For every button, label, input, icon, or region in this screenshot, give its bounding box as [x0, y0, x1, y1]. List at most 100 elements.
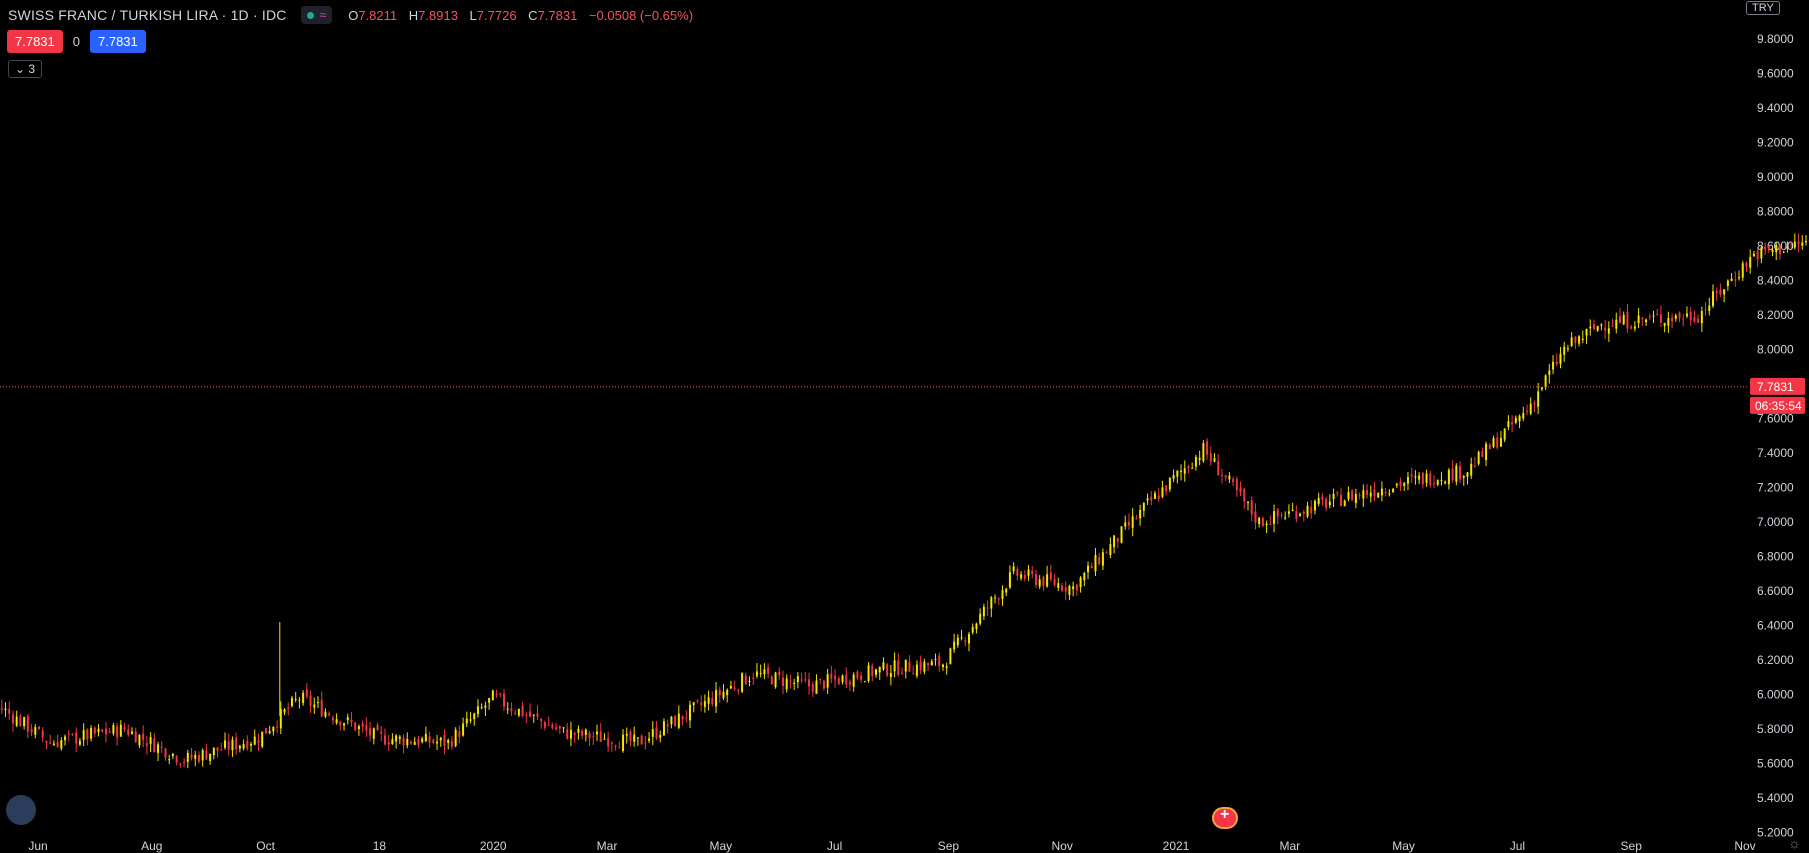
- candle-body: [1317, 498, 1320, 504]
- candle-body: [168, 759, 171, 761]
- candle-body: [1284, 517, 1287, 519]
- candle-body: [614, 745, 617, 747]
- candle-body: [242, 743, 245, 749]
- candle-body: [1406, 476, 1409, 484]
- candle-body: [555, 727, 558, 730]
- candle-body: [1388, 493, 1391, 495]
- candle-body: [562, 727, 565, 729]
- candle-body: [1261, 518, 1264, 527]
- currency-label[interactable]: TRY: [1746, 1, 1780, 15]
- candle-body: [1496, 437, 1499, 448]
- candle-body: [990, 597, 993, 609]
- candle-body: [677, 713, 680, 728]
- candle-body: [1213, 458, 1216, 462]
- candle-body: [1142, 503, 1145, 511]
- candle-body: [436, 741, 439, 744]
- candle-body: [469, 719, 472, 721]
- candle-body: [402, 737, 405, 746]
- candle-body: [1600, 324, 1603, 326]
- candle-body: [432, 739, 435, 743]
- candle-body: [205, 750, 208, 760]
- candle-body: [413, 741, 416, 745]
- candle-body: [1544, 375, 1547, 388]
- candle-body: [1023, 574, 1026, 579]
- buy-button[interactable]: 7.7831: [90, 30, 146, 53]
- candle-body: [1373, 489, 1376, 497]
- candle-body: [134, 731, 137, 743]
- candle-body: [517, 708, 520, 716]
- candle-body: [919, 661, 922, 671]
- spread-value: 0: [72, 34, 80, 49]
- candle-body: [1131, 516, 1134, 528]
- symbol-title[interactable]: SWISS FRANC / TURKISH LIRA · 1D · IDC: [8, 7, 287, 23]
- candle-body: [1637, 315, 1640, 324]
- sell-button[interactable]: 7.7831: [7, 30, 63, 53]
- candle-body: [878, 666, 881, 673]
- candle-body: [863, 681, 866, 683]
- candle-body: [238, 745, 241, 749]
- candle-body: [629, 731, 632, 742]
- candle-body: [822, 680, 825, 689]
- y-tick-label: 6.6000: [1757, 584, 1794, 598]
- candle-body: [15, 716, 18, 726]
- candle-body: [964, 640, 967, 642]
- candle-body: [1206, 441, 1209, 455]
- candle-body: [927, 663, 930, 666]
- y-tick-label: 5.4000: [1757, 791, 1794, 805]
- candle-body: [1801, 242, 1804, 246]
- candle-body: [1440, 479, 1443, 481]
- candle-body: [82, 730, 85, 740]
- settings-gear-icon[interactable]: ☼: [1788, 835, 1801, 851]
- candle-body: [845, 674, 848, 685]
- candle-body: [1064, 587, 1067, 592]
- candle-body: [1700, 311, 1703, 324]
- candle-body: [171, 753, 174, 757]
- candle-body: [514, 712, 517, 714]
- candle-body: [1336, 492, 1339, 494]
- candle-body: [1455, 465, 1458, 482]
- candle-body: [581, 730, 584, 736]
- candle-body: [841, 675, 844, 682]
- change-value: −0.0508 (−0.65%): [588, 7, 694, 23]
- candle-body: [480, 707, 483, 709]
- candle-body: [633, 734, 636, 742]
- candle-body: [625, 733, 628, 736]
- candle-body: [1682, 318, 1685, 320]
- candle-body: [179, 763, 182, 765]
- candle-body: [1369, 492, 1372, 497]
- candle-body: [778, 671, 781, 676]
- candle-body: [882, 662, 885, 670]
- candle-body: [1526, 410, 1528, 412]
- candle-body: [670, 716, 673, 725]
- candle-body: [1738, 277, 1741, 279]
- candle-body: [767, 667, 770, 674]
- y-tick-label: 7.0000: [1757, 515, 1794, 529]
- candle-body: [607, 738, 610, 747]
- x-tick-label: Nov: [1734, 839, 1755, 853]
- candle-body: [1098, 557, 1101, 565]
- candle-body: [852, 674, 855, 687]
- candle-body: [97, 728, 100, 732]
- candle-body: [164, 748, 167, 758]
- candle-body: [755, 671, 758, 677]
- candle-body: [320, 700, 323, 717]
- candle-body: [34, 727, 37, 735]
- candle-body: [201, 750, 204, 761]
- candle-body: [131, 731, 133, 734]
- y-tick-label: 7.6000: [1757, 412, 1794, 426]
- y-tick-label: 8.8000: [1757, 205, 1794, 219]
- swiss-flag-icon[interactable]: [1212, 806, 1238, 829]
- y-tick-label: 7.2000: [1757, 481, 1794, 495]
- candle-body: [220, 749, 223, 751]
- candle-body: [1414, 476, 1417, 478]
- candle-body: [1395, 483, 1398, 486]
- candle-body: [75, 732, 78, 744]
- candle-body: [662, 721, 665, 736]
- market-status[interactable]: ≈: [300, 6, 333, 24]
- candle-body: [1782, 251, 1785, 253]
- indicators-toggle[interactable]: ⌄ 3: [8, 60, 43, 78]
- candle-body: [577, 728, 580, 733]
- chart-logo-icon[interactable]: [6, 795, 36, 825]
- candle-body: [1734, 279, 1737, 281]
